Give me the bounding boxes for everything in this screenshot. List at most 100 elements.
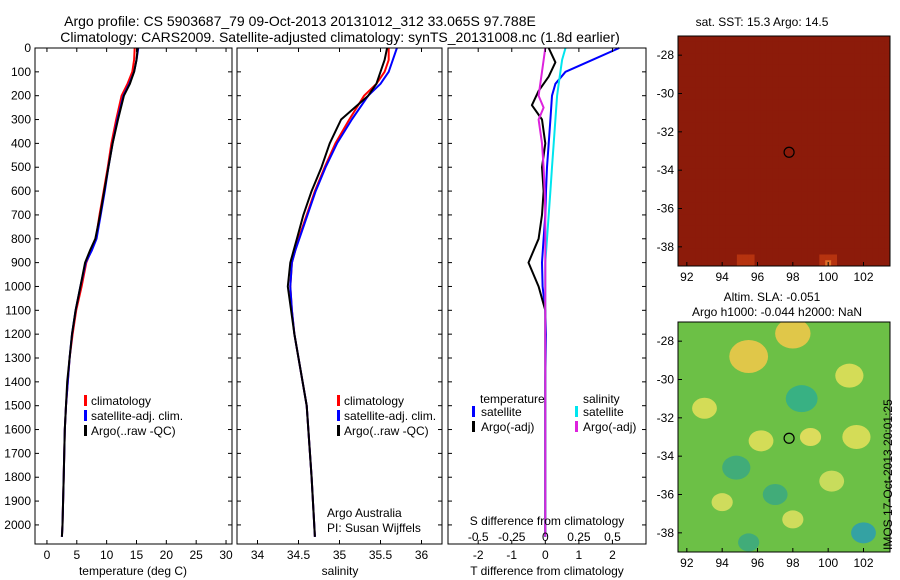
sst-cell	[778, 225, 785, 232]
sst-cell	[878, 116, 885, 123]
sst-cell	[878, 122, 885, 129]
sst-cell	[837, 105, 844, 112]
series-line-temperature-satellite	[541, 47, 620, 537]
sst-cell	[731, 139, 738, 146]
sst-cell	[772, 208, 779, 215]
sst-cell	[689, 133, 697, 140]
sst-cell	[789, 128, 797, 135]
sst-cell	[878, 197, 885, 204]
sst-cell	[689, 151, 697, 158]
sst-cell	[719, 82, 726, 89]
sst-cell	[731, 36, 738, 43]
sst-cell	[695, 151, 703, 158]
sla-y-tick-label: -38	[657, 526, 675, 540]
sst-cell	[719, 116, 726, 123]
sla-y-tick-label: -30	[657, 373, 675, 387]
sst-cell	[683, 179, 691, 186]
sst-cell	[784, 76, 791, 83]
legend-swatch-s-satellite	[575, 406, 578, 417]
sst-cell	[772, 162, 779, 169]
sst-cell	[854, 243, 862, 250]
sst-cell	[695, 41, 703, 48]
sst-cell	[813, 248, 820, 255]
sst-cell	[807, 168, 814, 175]
sst-cell	[860, 105, 867, 112]
series-line-salinity-argo-adj	[537, 47, 547, 537]
sst-cell	[689, 220, 697, 227]
sst-cell	[707, 191, 714, 198]
sst-cell	[784, 260, 791, 266]
sst-cell	[837, 93, 844, 100]
sst-cell	[842, 93, 850, 100]
sst-cell	[784, 168, 791, 175]
sst-cell	[678, 179, 685, 186]
sst-cell	[719, 93, 726, 100]
legend-label-satellite: satellite-adj. clim.	[344, 409, 436, 423]
sst-cell	[789, 208, 797, 215]
s-diff-tick-label: 0.25	[567, 530, 591, 544]
sst-cell	[819, 87, 826, 94]
sla-anomaly-blob	[722, 455, 751, 480]
sst-cell	[860, 237, 867, 244]
sst-cell	[683, 185, 691, 192]
sst-cell	[707, 243, 714, 250]
sst-cell	[872, 185, 879, 192]
sst-cell	[719, 145, 726, 152]
sst-cell	[866, 243, 873, 250]
sst-cell	[813, 110, 820, 117]
sst-cell	[725, 243, 732, 250]
sst-cell	[683, 76, 691, 83]
sst-cell	[760, 174, 767, 181]
sst-cell	[701, 139, 708, 146]
sst-cell	[813, 151, 820, 158]
sst-cell	[854, 41, 862, 48]
sst-cell	[731, 41, 738, 48]
sst-cell	[701, 76, 708, 83]
sst-cell	[884, 179, 890, 186]
y-tick-label: 1200	[4, 327, 31, 341]
sst-cell	[742, 99, 750, 106]
sst-cell	[725, 64, 732, 71]
sst-cell	[831, 116, 838, 123]
sst-cell	[854, 36, 862, 43]
sst-cell	[831, 82, 838, 89]
sst-cell	[789, 179, 797, 186]
sst-cell	[848, 197, 856, 204]
sst-cell	[766, 162, 773, 169]
sst-cell	[736, 59, 744, 66]
sst-cell	[837, 179, 844, 186]
sst-cell	[678, 231, 685, 238]
sst-cell	[719, 231, 726, 238]
sst-cell	[795, 168, 803, 175]
sst-cell	[742, 243, 750, 250]
sst-cell	[789, 122, 797, 129]
sst-cell	[678, 99, 685, 106]
sst-cell	[713, 47, 720, 54]
sst-cell	[854, 122, 862, 129]
sst-cell	[742, 105, 750, 112]
sst-cell	[825, 225, 832, 232]
y-tick-label: 400	[11, 136, 31, 150]
sst-cell	[748, 133, 756, 140]
sst-cell	[813, 105, 820, 112]
sst-cell	[860, 214, 867, 221]
sst-cell	[854, 260, 862, 266]
sst-cell	[695, 145, 703, 152]
sst-cell	[789, 185, 797, 192]
sst-cell	[683, 156, 691, 163]
sst-cell	[801, 243, 809, 250]
sst-cell	[766, 185, 773, 192]
sst-cell	[795, 214, 803, 221]
sst-cell	[736, 237, 744, 244]
sst-cell	[713, 237, 720, 244]
sst-cell	[789, 47, 797, 54]
sst-cell	[713, 185, 720, 192]
sst-cell	[766, 151, 773, 158]
sst-cell	[837, 122, 844, 129]
sst-cell	[742, 59, 750, 66]
sst-cell	[725, 162, 732, 169]
sst-cell	[819, 99, 826, 106]
sst-cell	[707, 237, 714, 244]
sst-cell	[736, 208, 744, 215]
sst-cell	[789, 82, 797, 89]
